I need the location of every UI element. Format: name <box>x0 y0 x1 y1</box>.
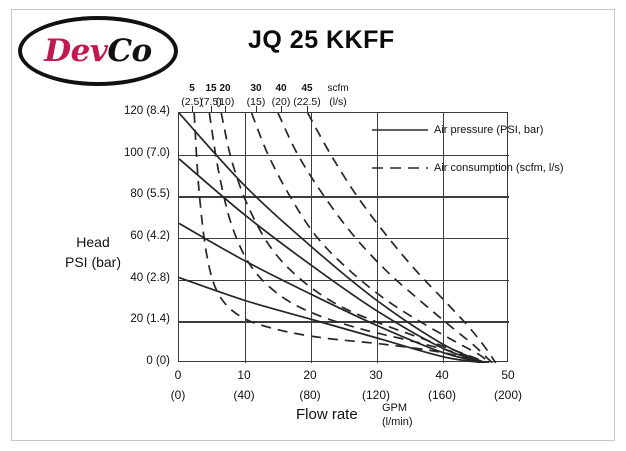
gridline-y-100 <box>179 154 509 157</box>
x-tick-label-20: 20 <box>303 368 317 382</box>
devco-logo: Dev Co <box>18 16 178 86</box>
top-tick-mark-15 <box>211 106 213 112</box>
curve-series-6 <box>220 113 490 363</box>
gridline-y-20 <box>179 321 509 323</box>
y-tick-label-40: 40 (2.8) <box>130 271 170 284</box>
x-tick-label-30: 30 <box>369 368 383 382</box>
curve-series-5 <box>208 113 487 363</box>
y-tick-label-20: 20 (1.4) <box>130 313 170 326</box>
top-tick-label-alt-20: (10) <box>215 96 235 108</box>
top-tick-label-alt-30: (15) <box>246 96 266 108</box>
top-tick-label-45: 45 <box>301 83 313 94</box>
top-axis-unit-primary: scfm <box>327 83 349 94</box>
chart-legend: Air pressure (PSI, bar) Air consumption … <box>372 124 564 200</box>
y-axis-title: Head PSI (bar) <box>48 232 138 272</box>
top-tick-mark-45 <box>307 106 309 112</box>
y-tick-label-120: 120 (8.4) <box>123 105 170 117</box>
curve-series-7 <box>250 113 490 363</box>
top-tick-label-20: 20 <box>219 83 231 94</box>
x-tick-label-50: 50 <box>501 368 515 382</box>
top-axis-unit-secondary: (l/s) <box>329 96 347 108</box>
top-tick-mark-20 <box>225 106 227 112</box>
x-tick-label-0: 0 <box>174 368 182 382</box>
y-axis-title-line2: PSI (bar) <box>64 254 121 270</box>
curve-series-8 <box>277 113 494 363</box>
x-tick-label-10: 10 <box>237 368 251 382</box>
x-axis-units: GPM (l/min) <box>382 401 413 429</box>
top-tick-mark-5 <box>192 106 194 112</box>
top-tick-label-alt-40: (20) <box>271 96 291 108</box>
y-tick-label-60: 60 (4.2) <box>130 230 170 242</box>
curve-series-2 <box>179 222 487 363</box>
x-tick-label-alt-30: (120) <box>361 388 390 402</box>
y-axis-title-line1: Head <box>76 234 110 250</box>
x-axis-title: Flow rate <box>296 406 358 423</box>
top-tick-label-alt-45: (22.5) <box>293 96 321 108</box>
y-tick-label-80: 80 (5.5) <box>130 188 170 201</box>
curve-series-9 <box>306 113 497 363</box>
x-tick-label-alt-0: (0) <box>170 388 186 402</box>
x-tick-label-alt-10: (40) <box>233 388 255 402</box>
y-tick-label-0: 0 (0) <box>146 355 170 367</box>
curve-series-3 <box>179 276 487 363</box>
gridline-y-60 <box>179 238 509 240</box>
top-tick-label-40: 40 <box>275 83 287 94</box>
top-tick-label-alt-15: (7.5) <box>200 96 222 108</box>
gridline-y-80 <box>179 196 509 198</box>
top-tick-label-alt-5: (2.5) <box>181 96 203 108</box>
gridline-y-40 <box>179 279 509 282</box>
logo-text-co: Co <box>107 33 152 69</box>
x-axis-unit-primary: GPM <box>382 402 408 414</box>
top-tick-label-30: 30 <box>250 83 262 94</box>
legend-swatch-dashed-icon <box>372 163 428 173</box>
legend-item-air-consumption: Air consumption (scfm, l/s) <box>372 162 564 180</box>
y-tick-label-100: 100 (7.0) <box>123 146 170 159</box>
x-tick-label-alt-20: (80) <box>299 388 321 402</box>
top-tick-label-15: 15 <box>205 83 217 94</box>
top-tick-mark-40 <box>281 106 283 112</box>
legend-swatch-solid-icon <box>372 125 428 135</box>
legend-item-air-pressure: Air pressure (PSI, bar) <box>372 124 564 142</box>
top-tick-label-5: 5 <box>189 83 195 94</box>
curve-layer <box>179 113 497 363</box>
x-tick-label-40: 40 <box>435 368 449 382</box>
legend-label-air-consumption: Air consumption (scfm, l/s) <box>434 162 564 175</box>
curve-series-4 <box>193 113 483 363</box>
x-tick-label-alt-40: (160) <box>427 388 456 402</box>
x-axis-unit-secondary: (l/min) <box>382 416 413 428</box>
logo-text-dev: Dev <box>44 33 108 69</box>
x-tick-label-alt-50: (200) <box>493 388 522 402</box>
plot-area <box>178 112 509 363</box>
curve-series-0 <box>179 113 487 363</box>
logo-wordmark: Dev Co <box>18 16 178 86</box>
logo-ellipse-shape <box>18 16 178 86</box>
top-tick-mark-30 <box>256 106 258 112</box>
legend-label-air-pressure: Air pressure (PSI, bar) <box>434 124 544 137</box>
chart-title: JQ 25 KKFF <box>248 26 395 54</box>
curve-series-1 <box>179 158 487 363</box>
